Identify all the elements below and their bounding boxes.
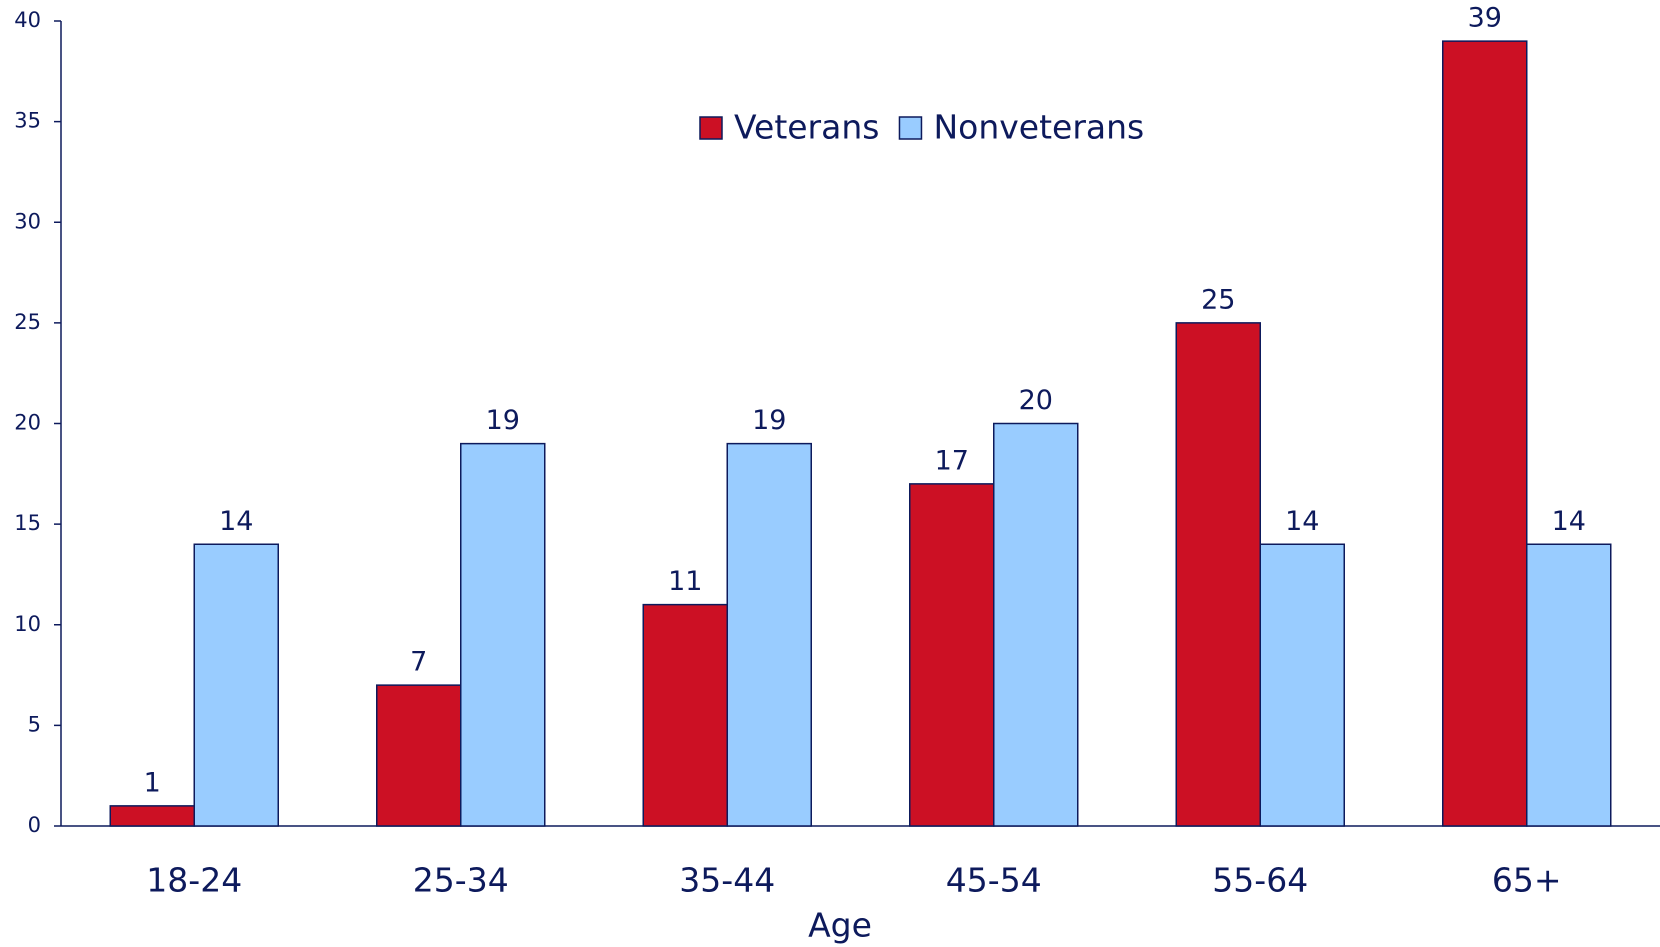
legend-swatch (898, 116, 923, 140)
bar (993, 422, 1079, 827)
bar (1175, 322, 1261, 827)
x-tick-label: 35-44 (679, 861, 775, 900)
legend-label: Nonveterans (933, 108, 1144, 147)
x-tick-label: 55-64 (1212, 861, 1308, 900)
y-tick-label: 5 (28, 712, 41, 736)
value-label: 17 (935, 445, 969, 476)
bar (376, 684, 462, 827)
value-label: 11 (668, 566, 702, 597)
x-axis-label: Age (808, 906, 872, 945)
value-label: 19 (486, 405, 520, 436)
x-tick-label: 25-34 (413, 861, 509, 900)
value-label: 25 (1201, 284, 1235, 315)
y-tick-label: 40 (14, 8, 41, 32)
bar (1259, 543, 1345, 827)
y-tick-label: 30 (14, 209, 41, 233)
bar (1442, 40, 1528, 827)
value-label: 7 (410, 647, 427, 678)
y-tick-label: 15 (14, 511, 41, 535)
legend-label: Veterans (734, 108, 879, 147)
bar (642, 603, 728, 827)
x-tick-label: 65+ (1492, 861, 1562, 900)
bar (909, 483, 995, 827)
x-tick-label: 45-54 (946, 861, 1042, 900)
value-label: 1 (144, 767, 161, 798)
y-tick-label: 0 (28, 813, 41, 837)
bar (193, 543, 279, 827)
bar (726, 442, 812, 827)
x-tick-label: 18-24 (146, 861, 242, 900)
value-label: 39 (1468, 3, 1502, 34)
value-label: 14 (1285, 506, 1319, 537)
bar (460, 442, 546, 827)
y-tick-label: 10 (14, 612, 41, 636)
value-label: 14 (1552, 506, 1586, 537)
value-label: 14 (219, 506, 253, 537)
value-label: 20 (1019, 385, 1053, 416)
value-label: 19 (752, 405, 786, 436)
bar (1526, 543, 1612, 827)
bar (109, 805, 195, 827)
legend-swatch (699, 116, 723, 140)
y-tick-label: 20 (14, 411, 41, 435)
y-tick-label: 35 (14, 109, 41, 133)
y-tick-label: 25 (14, 310, 41, 334)
